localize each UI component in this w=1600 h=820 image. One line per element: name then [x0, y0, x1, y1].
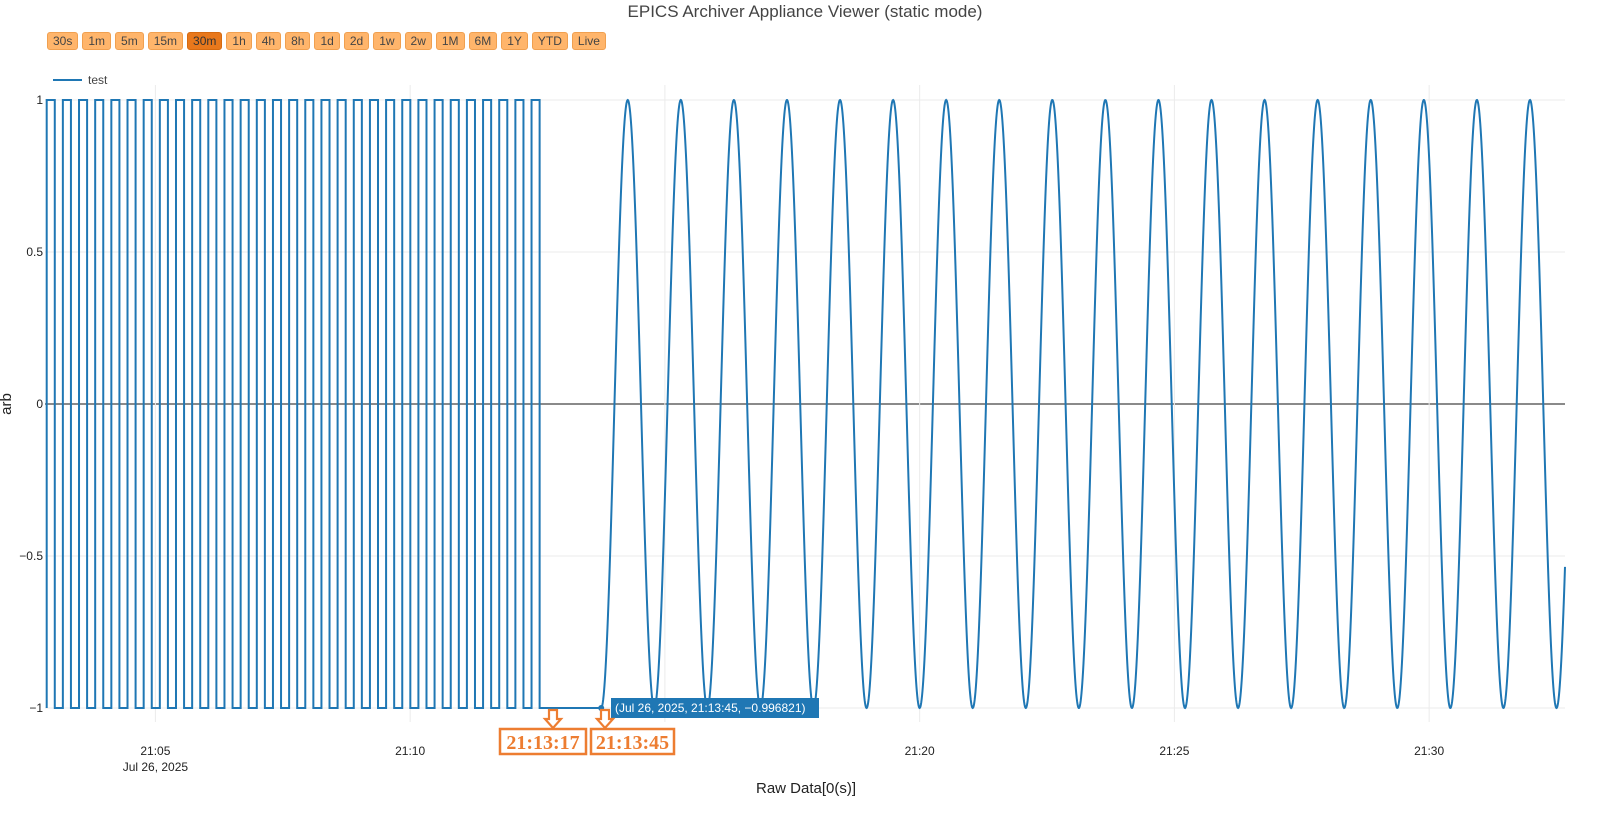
x-tick-label: 21:20 [905, 744, 935, 758]
hover-label-box [611, 698, 819, 718]
y-tick-label: 0.5 [26, 245, 43, 259]
annotation-arrow-icon [542, 708, 564, 730]
axes: 1 0.5 0 −0.5 −1 21:05 Jul 26, 2025 21:10 21:20 21… [19, 93, 1444, 774]
annotation-arrow-icon [594, 708, 616, 730]
x-tick-label: 21:25 [1159, 744, 1189, 758]
range-button-4h[interactable]: 4h [255, 32, 282, 50]
range-button-1m[interactable]: 1M [435, 32, 465, 50]
range-button-6m[interactable]: 6M [468, 32, 498, 50]
y-tick-label: −1 [29, 701, 43, 715]
range-button-1y[interactable]: 1Y [501, 32, 528, 50]
legend-label[interactable]: test [88, 73, 108, 87]
x-tick-date-label: Jul 26, 2025 [123, 760, 189, 774]
range-button-8h[interactable]: 8h [285, 32, 311, 50]
y-axis-title: arb [0, 393, 15, 415]
range-button-1w[interactable]: 1w [373, 32, 401, 50]
x-tick-label: 21:05 [140, 744, 170, 758]
range-button-1d[interactable]: 1d [314, 32, 340, 50]
range-selector: 30s 1m 5m 15m 30m 1h 4h 8h 1d 2d 1w 2w 1M 6M 1Y YTD Live [47, 32, 606, 50]
annotation-time-label: 21:13:17 [506, 732, 579, 754]
legend[interactable]: test [53, 73, 108, 87]
range-button-2d[interactable]: 2d [343, 32, 370, 50]
range-button-live[interactable]: Live [571, 32, 606, 50]
chart-title: EPICS Archiver Appliance Viewer (static … [627, 2, 983, 21]
y-tick-label: 1 [36, 93, 43, 107]
x-axis-title: Raw Data[0(s)] [756, 780, 856, 797]
range-button-30s[interactable]: 30s [47, 32, 79, 50]
annotation-time-label: 21:13:45 [596, 732, 669, 754]
series-line-test[interactable] [45, 98, 1566, 710]
y-tick-label: −0.5 [19, 549, 43, 563]
range-button-1m[interactable]: 1m [82, 32, 112, 50]
x-tick-label: 21:10 [395, 744, 425, 758]
series-layer [45, 98, 1566, 710]
range-button-2w[interactable]: 2w [404, 32, 432, 50]
range-button-1h[interactable]: 1h [226, 32, 252, 50]
annotations: (Jul 26, 2025, 21:13:45, −0.996821) 21:13… [498, 698, 819, 756]
hover-label: (Jul 26, 2025, 21:13:45, −0.996821) [615, 701, 805, 715]
range-button-5m[interactable]: 5m [115, 32, 144, 50]
range-button-30m[interactable]: 30m [187, 32, 223, 50]
range-button-ytd[interactable]: YTD [531, 32, 568, 50]
range-button-15m[interactable]: 15m [147, 32, 184, 50]
annotation-box [589, 727, 676, 756]
x-tick-label: 21:30 [1414, 744, 1444, 758]
y-tick-label: 0 [36, 397, 43, 411]
annotation-box [498, 727, 588, 756]
